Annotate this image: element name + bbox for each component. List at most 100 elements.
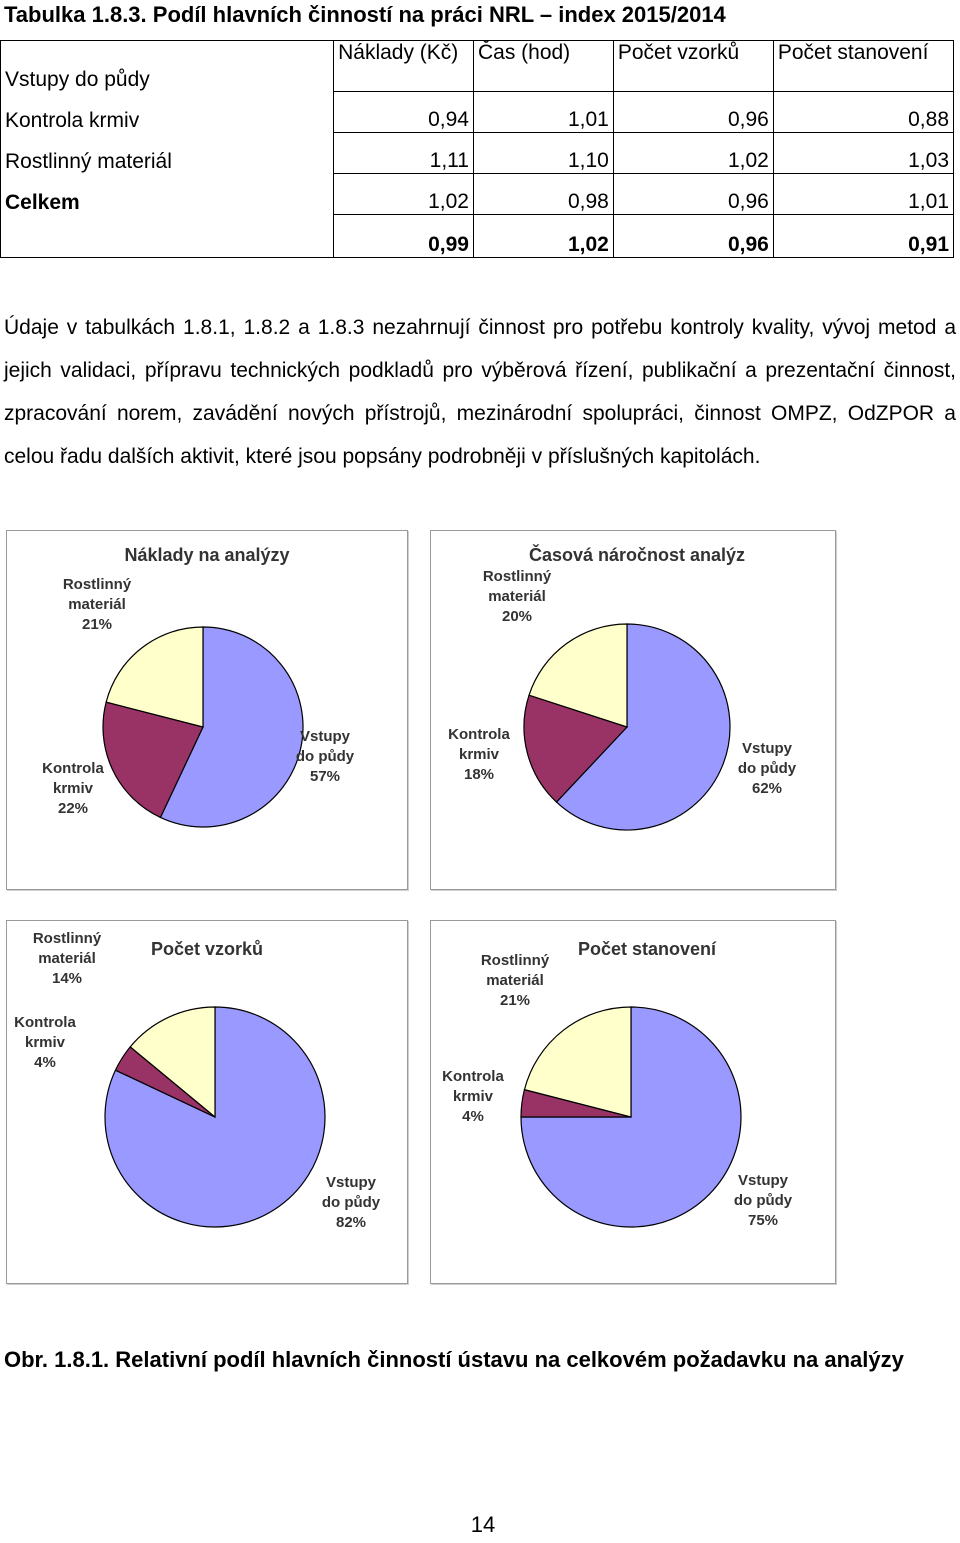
- body-paragraph: Údaje v tabulkách 1.8.1, 1.8.2 a 1.8.3 n…: [4, 316, 956, 468]
- slice-label-line: krmiv: [459, 746, 500, 763]
- chart-title: Časová náročnost analýz: [529, 544, 745, 565]
- slice-label-line: krmiv: [25, 1034, 66, 1051]
- slice-percent: 18%: [464, 766, 494, 783]
- slice-label-line: Vstupy: [742, 740, 793, 757]
- col-header-pocet-stanoveni: Počet stanovení: [772, 40, 955, 92]
- row-label: Vstupy do půdy: [5, 67, 150, 91]
- row-label-cell: Rostlinný materiál: [0, 150, 335, 215]
- slice-label-line: Rostlinný: [63, 576, 132, 593]
- cell-value: 0,96: [612, 214, 774, 258]
- slice-label-line: do půdy: [296, 748, 355, 765]
- slice-label-line: Rostlinný: [481, 952, 550, 969]
- index-table: Náklady (Kč) Čas (hod) Počet vzorků Poče…: [0, 40, 955, 258]
- cell-value: 0,91: [772, 214, 955, 258]
- cell-value: 1,02: [612, 132, 774, 174]
- slice-percent: 4%: [462, 1108, 484, 1125]
- slice-label-line: materiál: [68, 596, 126, 613]
- slice-percent: 4%: [34, 1054, 56, 1071]
- pie-chart-cas: Časová náročnost analýz Vstupy do půdy 62% K…: [430, 530, 836, 890]
- slice-label-line: materiál: [488, 588, 546, 605]
- slice-label-line: Kontrola: [42, 760, 104, 777]
- pie-slice-rostlinny-material: [528, 623, 628, 728]
- chart-title: Počet vzorků: [151, 939, 263, 959]
- row-label-cell: Kontrola krmiv: [0, 109, 335, 174]
- table-title: Tabulka 1.8.3. Podíl hlavních činností n…: [4, 2, 726, 27]
- slice-label-vstupy-do-pudy: Vstupy do půdy 82%: [322, 1174, 381, 1231]
- slice-label-line: krmiv: [53, 780, 94, 797]
- cell-value: 1,02: [472, 214, 614, 258]
- slice-percent: 14%: [52, 970, 82, 987]
- slice-label-rostlinny-material: Rostlinný materiál 14%: [33, 930, 102, 987]
- slice-label-line: do půdy: [738, 760, 797, 777]
- page-number: 14: [470, 1512, 496, 1537]
- slice-label-line: materiál: [38, 950, 96, 967]
- slice-label-rostlinny-material: Rostlinný materiál 20%: [483, 568, 552, 625]
- slice-label-vstupy-do-pudy: Vstupy do půdy 62%: [738, 740, 797, 797]
- chart-title: Počet stanovení: [578, 939, 717, 959]
- pie-slice-vstupy-do-pudy: [555, 623, 731, 831]
- cell-value: 1,02: [333, 173, 474, 215]
- col-header-cas: Čas (hod): [472, 40, 614, 92]
- slice-percent: 75%: [748, 1212, 778, 1229]
- pie-slice-rostlinny-material: [129, 1006, 216, 1119]
- figure-caption: Obr. 1.8.1. Relativní podíl hlavních čin…: [4, 1347, 904, 1372]
- col-header-pocet-vzorku: Počet vzorků: [612, 40, 774, 92]
- slice-label-kontrola-krmiv: Kontrola krmiv 4%: [14, 1014, 76, 1071]
- slice-label-line: Kontrola: [442, 1068, 504, 1085]
- slice-label-line: do půdy: [734, 1192, 793, 1209]
- slice-percent: 82%: [336, 1214, 366, 1231]
- slice-label-line: Vstupy: [738, 1172, 789, 1189]
- slice-percent: 22%: [58, 800, 88, 817]
- slice-percent: 21%: [500, 992, 530, 1009]
- pie-chart-pocet-vzorku: Počet vzorků Vstupy do půdy 82% Kontrola krmi…: [6, 920, 408, 1284]
- slice-percent: 20%: [502, 608, 532, 625]
- table-row: Kontrola krmiv 1,11 1,10 1,02 1,03: [0, 109, 955, 174]
- slice-label-rostlinny-material: Rostlinný materiál 21%: [63, 576, 132, 633]
- cell-value: 0,96: [612, 173, 774, 215]
- cell-value: 0,99: [333, 214, 474, 258]
- cell-value: 0,94: [333, 91, 474, 133]
- row-label-cell: Celkem: [0, 191, 335, 258]
- pie-slice-kontrola-krmiv: [102, 701, 204, 819]
- pie-chart-svg: Počet stanovení Vstupy do půdy 75% Kontrola k…: [442, 939, 793, 1229]
- slice-percent: 62%: [752, 780, 782, 797]
- slice-label-kontrola-krmiv: Kontrola krmiv 22%: [42, 760, 104, 817]
- slice-label-line: Rostlinný: [483, 568, 552, 585]
- slice-label-line: krmiv: [453, 1088, 494, 1105]
- pie-slice-rostlinny-material: [523, 1006, 632, 1118]
- pie-slice-kontrola-krmiv: [523, 694, 629, 803]
- slice-label-line: do půdy: [322, 1194, 381, 1211]
- cell-value: 1,11: [333, 132, 474, 174]
- table-row: Rostlinný materiál 1,02 0,98 0,96 1,01: [0, 150, 955, 215]
- slice-label-rostlinny-material: Rostlinný materiál 21%: [481, 952, 550, 1009]
- cell-value: 0,98: [472, 173, 614, 215]
- row-label: Rostlinný materiál: [5, 149, 172, 173]
- slice-label-line: Vstupy: [326, 1174, 377, 1191]
- cell-value: 1,01: [472, 91, 614, 133]
- slice-label-line: Rostlinný: [33, 930, 102, 947]
- slice-label-vstupy-do-pudy: Vstupy do půdy 75%: [734, 1172, 793, 1229]
- pie-chart-svg: Počet vzorků Vstupy do půdy 82% Kontrola krmi…: [14, 930, 381, 1231]
- col-header-naklady: Náklady (Kč): [333, 40, 474, 92]
- slice-label-kontrola-krmiv: Kontrola krmiv 4%: [442, 1068, 504, 1125]
- slice-label-line: Kontrola: [448, 726, 510, 743]
- cell-value: 1,01: [772, 173, 955, 215]
- pie-chart-pocet-stanoveni: Počet stanovení Vstupy do půdy 75% Kontrola k…: [430, 920, 836, 1284]
- slice-percent: 57%: [310, 768, 340, 785]
- table-row: Vstupy do půdy 0,94 1,01 0,96 0,88: [0, 68, 955, 133]
- pie-chart-svg: Náklady na analýzy Vstupy do půdy 57% Kontro…: [42, 545, 355, 828]
- table-corner-cell: [0, 40, 335, 92]
- slice-label-kontrola-krmiv: Kontrola krmiv 18%: [448, 726, 510, 783]
- chart-title: Náklady na analýzy: [124, 545, 289, 565]
- cell-value: 0,88: [772, 91, 955, 133]
- cell-value: 1,10: [472, 132, 614, 174]
- cell-value: 1,03: [772, 132, 955, 174]
- row-label: Celkem: [5, 190, 80, 214]
- pie-chart-svg: Časová náročnost analýz Vstupy do půdy 62% K…: [448, 544, 797, 831]
- slice-label-vstupy-do-pudy: Vstupy do půdy 57%: [296, 728, 355, 785]
- pie-slice-vstupy-do-pudy: [159, 626, 304, 828]
- table-row-total: Celkem 0,99 1,02 0,96 0,91: [0, 191, 955, 258]
- pie-slice-rostlinny-material: [105, 626, 204, 728]
- row-label: Kontrola krmiv: [5, 108, 140, 132]
- slice-label-line: Kontrola: [14, 1014, 76, 1031]
